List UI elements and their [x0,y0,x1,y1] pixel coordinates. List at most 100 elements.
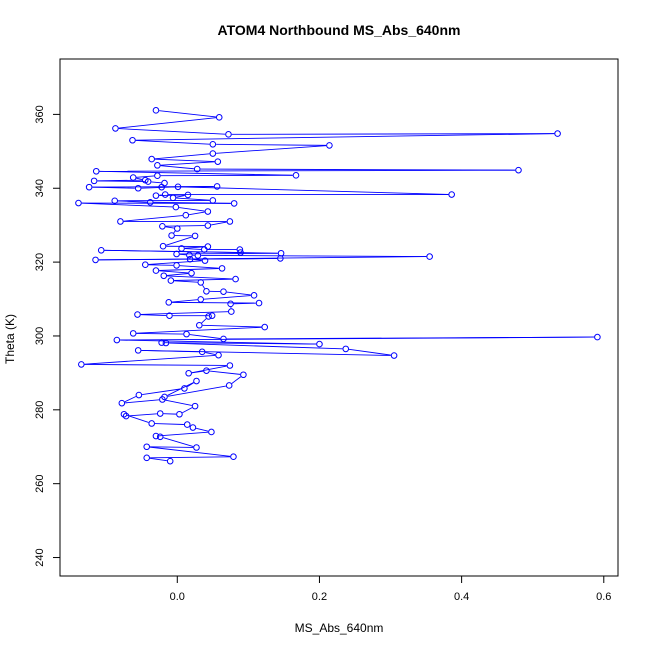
series-line-segment [204,295,251,300]
y-tick-label: 240 [34,548,46,566]
series-line-segment [150,446,194,448]
series-line-segment [167,385,227,397]
data-point [214,158,222,165]
series-line-segment [99,170,293,176]
series-line-segment [163,437,194,447]
data-point [205,313,212,320]
series-line-segment [186,382,194,388]
data-point [113,336,121,344]
data-point [176,410,183,418]
series-line-segment [216,143,327,146]
data-point [186,255,194,263]
series-line-segment [140,311,229,315]
series-line-segment [176,195,185,198]
data-point [515,166,522,174]
data-point [156,433,164,441]
data-point [292,172,300,179]
series-line-segment [202,284,206,289]
data-point [225,382,233,389]
data-point [129,136,136,144]
data-point [135,391,143,399]
data-point [184,191,192,199]
data-point [75,199,82,207]
series-line-segment [159,268,219,271]
series-line-segment [179,252,278,255]
series-line-segment [164,342,317,345]
data-point [203,287,210,295]
y-tick-label: 340 [34,179,46,197]
series-line-segment [84,354,216,365]
data-point [158,183,165,191]
series-line-segment [231,376,242,384]
series-line-segment [169,342,343,350]
data-point [186,251,193,259]
series-line-segment [348,348,391,356]
data-point [220,288,227,295]
series-line-segment [172,299,198,303]
data-point [232,275,239,283]
data-point [111,197,119,205]
data-point [218,265,226,272]
data-point [220,335,227,343]
data-point [209,197,217,204]
data-point [156,410,164,417]
x-tick-label: 0.4 [454,591,469,603]
series-line-segment [182,407,193,414]
data-point [594,333,601,341]
data-point [185,369,192,377]
data-point [203,367,210,374]
series-line-segment [81,202,173,208]
data-point [152,267,160,274]
data-point [129,330,137,337]
data-point [198,348,206,356]
data-point [188,269,195,277]
series-line-segment [184,248,202,250]
data-point [197,279,205,286]
data-point [189,424,197,431]
series-line-segment [211,221,227,226]
data-point [237,249,244,256]
data-point [390,352,398,359]
data-point [227,300,234,308]
x-tick-label: 0.0 [170,591,185,603]
data-point [183,330,190,338]
data-point [152,192,160,199]
data-point [117,218,124,225]
series-line-segment [165,399,192,406]
data-point [168,232,175,239]
data-point [236,246,244,253]
data-point [228,308,235,315]
data-point [193,165,201,173]
data-point [122,412,130,420]
series-line-segment [118,200,147,203]
data-point [118,399,126,407]
series-line-segment [159,270,189,274]
series-line-segment [179,253,187,256]
series-line-segment [216,145,327,154]
series-line-segment [140,314,167,316]
series-line-segment [193,259,202,261]
data-point [181,385,188,392]
series-line-segment [135,139,210,145]
data-point [194,252,202,259]
x-axis-label: MS_Abs_640nm [295,621,384,635]
data-point [148,155,155,163]
series-line-segment [92,186,135,189]
data-point [209,141,217,148]
data-point [213,183,221,190]
series-line-segment [118,128,226,135]
data-point [426,253,433,260]
data-point [154,172,161,179]
data-point [204,222,212,229]
series-line-segment [166,236,193,246]
data-point [173,225,181,232]
data-point [144,178,152,185]
series-line-segment [226,291,251,296]
data-point [92,256,99,264]
series-line-segment [159,110,216,118]
y-tick-label: 260 [34,474,46,492]
data-point [146,198,154,206]
series-line-segment [165,226,175,229]
data-point [141,261,149,268]
